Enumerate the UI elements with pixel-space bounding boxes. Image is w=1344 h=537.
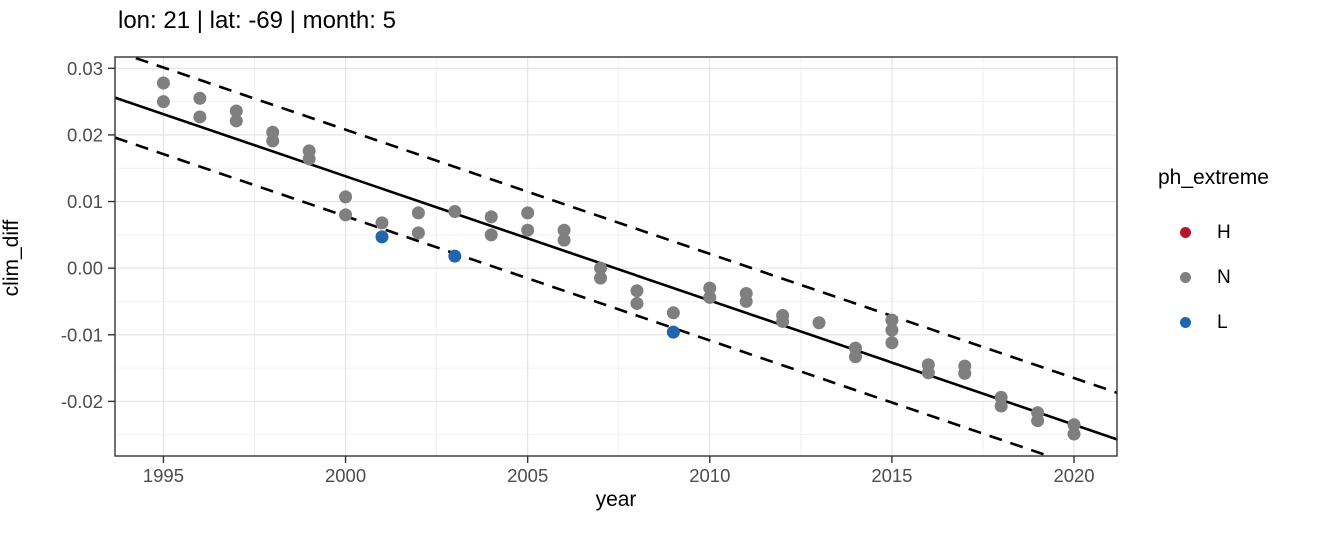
legend-item-label: L — [1217, 311, 1228, 333]
y-tick-label: 0.00 — [67, 258, 103, 279]
data-point-N — [266, 134, 280, 148]
data-point-N — [229, 114, 243, 128]
x-tick-label: 2020 — [1053, 465, 1094, 486]
y-tick-label: 0.01 — [67, 191, 103, 212]
data-point-N — [1031, 414, 1045, 428]
data-point-N — [339, 208, 353, 222]
x-tick-label: 2005 — [507, 465, 548, 486]
data-point-N — [739, 294, 753, 308]
data-point-N — [411, 206, 425, 220]
data-point-N — [193, 91, 207, 105]
y-tick-label: -0.02 — [61, 391, 103, 412]
data-point-N — [375, 216, 389, 230]
data-point-N — [885, 336, 899, 350]
data-point-N — [885, 323, 899, 337]
x-tick-label: 2000 — [325, 465, 366, 486]
data-point-L — [448, 249, 462, 263]
data-point-N — [302, 152, 316, 166]
data-point-N — [557, 233, 571, 247]
data-point-N — [156, 76, 170, 90]
data-point-L — [375, 230, 389, 244]
data-point-N — [521, 206, 535, 220]
x-tick-label: 2015 — [871, 465, 912, 486]
data-point-N — [666, 306, 680, 320]
legend-items: H N L — [1158, 210, 1342, 345]
data-point-N — [594, 261, 608, 275]
data-point-L — [666, 325, 680, 339]
data-point-N — [339, 190, 353, 204]
fit-line — [115, 96, 1117, 441]
legend-item-label: N — [1217, 266, 1231, 288]
data-point-N — [630, 284, 644, 298]
data-point-N — [994, 399, 1008, 413]
data-point-N — [484, 210, 498, 224]
legend-item-label: H — [1217, 221, 1231, 243]
data-point-N — [521, 223, 535, 237]
legend-dot-icon — [1180, 272, 1191, 283]
legend-item-L: L — [1158, 300, 1342, 345]
data-point-N — [958, 366, 972, 380]
data-point-N — [594, 271, 608, 285]
data-point-N — [1067, 427, 1081, 441]
data-point-N — [812, 316, 826, 330]
data-point-N — [557, 223, 571, 237]
legend-dot-icon — [1180, 227, 1191, 238]
legend-item-N: N — [1158, 255, 1342, 300]
data-point-N — [776, 314, 790, 328]
data-point-N — [703, 290, 717, 304]
legend-title: ph_extreme — [1158, 166, 1269, 189]
y-tick-label: 0.02 — [67, 124, 103, 145]
y-tick-label: -0.01 — [61, 324, 103, 345]
data-point-N — [484, 228, 498, 242]
data-point-N — [156, 95, 170, 109]
x-tick-label: 2010 — [689, 465, 730, 486]
data-point-N — [411, 226, 425, 240]
data-point-N — [885, 313, 899, 327]
data-point-N — [193, 110, 207, 124]
lower-band-line — [115, 136, 1053, 456]
data-point-N — [921, 366, 935, 380]
legend-item-H: H — [1158, 210, 1342, 255]
legend: ph_extreme H N L — [1158, 166, 1342, 345]
x-axis-title: year — [595, 488, 637, 511]
data-point-N — [229, 104, 243, 118]
data-point-N — [1067, 418, 1081, 432]
y-tick-label: 0.03 — [67, 58, 103, 79]
data-point-N — [703, 281, 717, 295]
chart-title: lon: 21 | lat: -69 | month: 5 — [118, 7, 396, 34]
data-point-N — [630, 296, 644, 310]
x-tick-label: 1995 — [143, 465, 184, 486]
data-point-N — [448, 205, 462, 219]
panel-background — [115, 57, 1117, 456]
data-point-N — [848, 350, 862, 364]
legend-dot-icon — [1180, 317, 1191, 328]
panel-border — [114, 56, 1118, 457]
upper-band-line — [128, 57, 1117, 394]
